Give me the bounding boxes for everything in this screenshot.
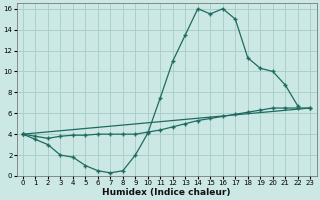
X-axis label: Humidex (Indice chaleur): Humidex (Indice chaleur) [102, 188, 231, 197]
